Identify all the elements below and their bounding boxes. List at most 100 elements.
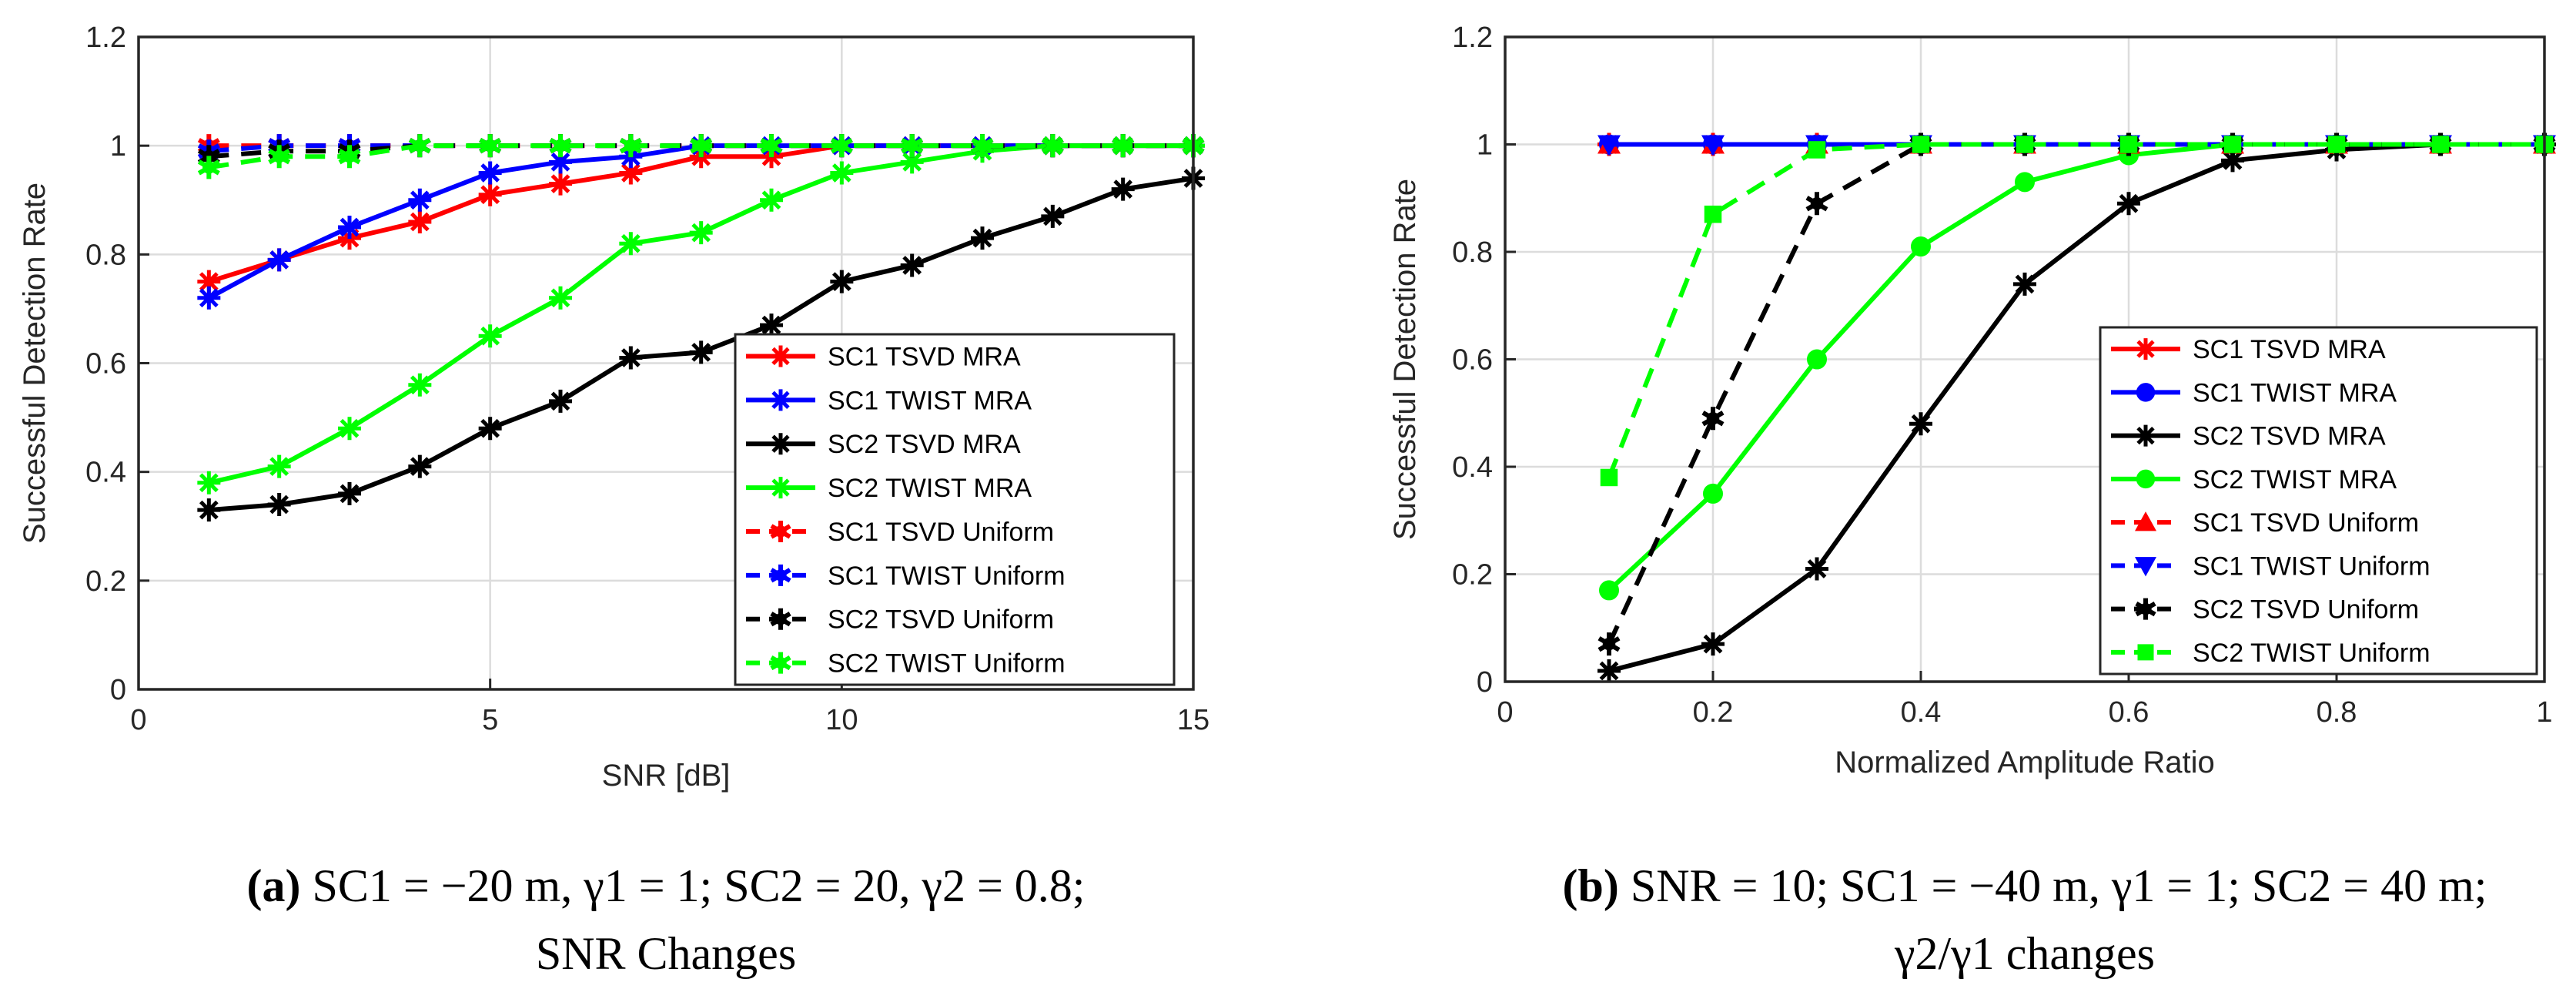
legend-marker bbox=[770, 345, 791, 367]
x-tick-label: 0.8 bbox=[2317, 696, 2357, 729]
legend-label: SC2 TWIST MRA bbox=[2193, 465, 2397, 494]
legend-label: SC1 TWIST MRA bbox=[2193, 378, 2397, 407]
data-point bbox=[1701, 632, 1725, 656]
data-point bbox=[549, 172, 572, 196]
data-point bbox=[267, 454, 291, 478]
y-tick-label: 0.2 bbox=[1452, 559, 1493, 592]
data-point bbox=[338, 417, 361, 441]
data-point bbox=[905, 139, 918, 153]
y-tick-label: 0.4 bbox=[85, 457, 126, 489]
data-point bbox=[408, 210, 432, 233]
series-7 bbox=[197, 134, 1205, 179]
data-point bbox=[1706, 411, 1720, 425]
data-point bbox=[338, 481, 361, 505]
data-point bbox=[1912, 136, 1930, 153]
legend-marker bbox=[770, 433, 791, 455]
data-point bbox=[197, 471, 221, 494]
data-point bbox=[478, 161, 502, 185]
legend-marker bbox=[774, 569, 787, 582]
legend-marker bbox=[2136, 383, 2156, 402]
data-point bbox=[413, 139, 427, 153]
series-line bbox=[1607, 142, 2544, 479]
data-point bbox=[408, 188, 432, 212]
legend-box bbox=[734, 333, 1176, 686]
data-point bbox=[197, 270, 221, 293]
x-tick-label: 1 bbox=[2536, 696, 2552, 729]
legend-marker bbox=[2135, 424, 2156, 447]
legend-marker bbox=[770, 477, 791, 499]
data-point bbox=[1808, 141, 1826, 159]
data-point bbox=[694, 139, 708, 153]
data-point bbox=[408, 373, 432, 397]
data-point bbox=[478, 417, 502, 441]
data-point bbox=[1704, 205, 1722, 223]
data-point bbox=[975, 139, 989, 153]
data-point bbox=[900, 253, 924, 277]
data-point bbox=[2119, 136, 2138, 153]
data-point bbox=[2221, 149, 2244, 173]
data-point bbox=[1703, 483, 1723, 504]
legend-marker bbox=[770, 389, 791, 411]
caption-text: SC1 = −20 m, γ1 = 1; SC2 = 20, γ2 = 0.8; bbox=[300, 860, 1085, 911]
series-line bbox=[1608, 142, 2544, 673]
data-point bbox=[2117, 192, 2140, 216]
caption-text: SNR = 10; SC1 = −40 m, γ1 = 1; SC2 = 40 … bbox=[1619, 860, 2487, 911]
x-tick-label: 5 bbox=[482, 704, 498, 736]
data-point bbox=[273, 150, 286, 163]
data-point bbox=[760, 188, 783, 212]
legend-box bbox=[2099, 326, 2538, 675]
data-point bbox=[900, 150, 924, 174]
y-axis-label: Successful Detection Rate bbox=[1388, 179, 1422, 540]
data-point bbox=[202, 161, 216, 174]
legend-label: SC1 TSVD Uniform bbox=[828, 518, 1054, 547]
caption-line-1: (a) SC1 = −20 m, γ1 = 1; SC2 = 20, γ2 = … bbox=[247, 860, 1086, 911]
x-tick-label: 10 bbox=[825, 704, 858, 736]
data-point bbox=[1597, 659, 1621, 683]
data-point bbox=[554, 139, 567, 153]
legend: SC1 TSVD MRA SC1 TWIST MRA SC2 TSVD MRA SC2… bbox=[734, 333, 1176, 686]
legend-marker bbox=[774, 525, 787, 538]
data-point bbox=[2013, 272, 2036, 296]
legend-marker bbox=[2135, 338, 2156, 360]
y-axis-label: Successful Detection Rate bbox=[18, 183, 52, 544]
data-point bbox=[549, 286, 572, 310]
y-tick-label: 0.2 bbox=[85, 565, 126, 598]
data-point bbox=[835, 139, 848, 153]
data-point bbox=[343, 150, 356, 163]
data-point bbox=[971, 226, 994, 250]
data-point bbox=[1597, 135, 1621, 156]
legend: SC1 TSVD MRA SC1 TWIST MRA SC2 TSVD MRA SC2… bbox=[2099, 326, 2538, 675]
data-point bbox=[1807, 349, 1827, 370]
x-tick-label: 0.2 bbox=[1693, 696, 1734, 729]
y-tick-label: 1.2 bbox=[1452, 22, 1493, 54]
data-point bbox=[1599, 580, 1619, 601]
data-point bbox=[1805, 557, 1828, 581]
legend-label: SC2 TWIST Uniform bbox=[828, 649, 1066, 679]
data-point bbox=[1909, 412, 1932, 436]
caption-label: (a) bbox=[247, 860, 301, 911]
caption-line-2: SNR Changes bbox=[536, 928, 796, 979]
data-point bbox=[1111, 177, 1135, 201]
legend-marker bbox=[774, 612, 787, 625]
data-point bbox=[1701, 135, 1725, 156]
legend-marker bbox=[2137, 644, 2154, 661]
y-tick-label: 0.6 bbox=[85, 348, 126, 380]
data-point bbox=[478, 324, 502, 348]
legend-marker bbox=[2135, 557, 2156, 577]
x-tick-label: 0.4 bbox=[1901, 696, 1942, 729]
data-point bbox=[2327, 136, 2346, 153]
data-point bbox=[619, 161, 643, 185]
data-point bbox=[338, 216, 361, 240]
legend-label: SC1 TWIST MRA bbox=[828, 386, 1032, 415]
data-point bbox=[1600, 468, 1618, 487]
x-tick-label: 0 bbox=[130, 704, 146, 736]
data-point bbox=[764, 139, 778, 153]
legend-label: SC1 TSVD MRA bbox=[828, 342, 1021, 371]
legend-label: SC2 TSVD Uniform bbox=[2193, 595, 2419, 625]
data-point bbox=[2431, 136, 2450, 153]
y-tick-label: 0.8 bbox=[85, 239, 126, 271]
chart-panel-b: 0 0.2 0.4 0.6 0.8 1 0 0.2 0.4 0.6 0.8 1 1.2 Normalize… bbox=[1388, 22, 2556, 979]
data-point bbox=[1041, 204, 1065, 228]
caption-line-1: (b) SNR = 10; SC1 = −40 m, γ1 = 1; SC2 =… bbox=[1563, 860, 2487, 911]
legend-label: SC1 TSVD Uniform bbox=[2193, 508, 2419, 538]
